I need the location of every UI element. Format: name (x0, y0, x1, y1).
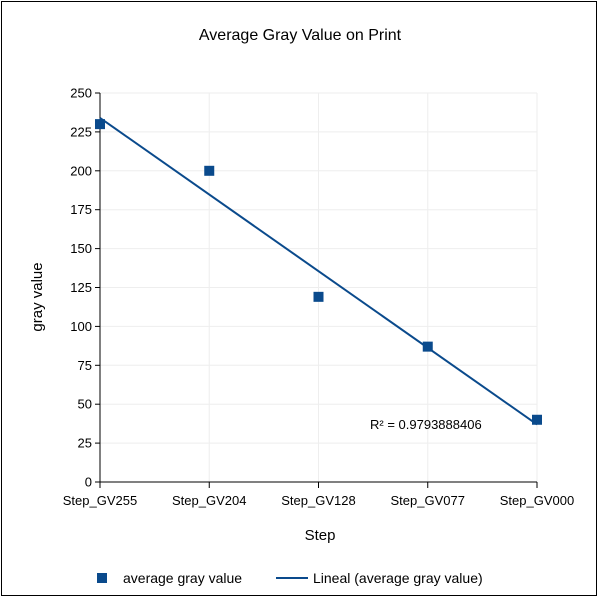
y-tick-label: 100 (70, 319, 92, 334)
legend: average gray value Lineal (average gray … (97, 570, 483, 586)
y-tick-label: 150 (70, 241, 92, 256)
y-tick-label: 175 (70, 202, 92, 217)
data-point (422, 341, 433, 352)
y-tick-label: 0 (85, 475, 92, 490)
x-tick-label: Step_GV077 (391, 493, 465, 508)
y-tick-label: 50 (78, 397, 92, 412)
y-tick-labels: 0 25 50 75 100 125 150 175 200 225 250 (70, 86, 100, 490)
data-markers (95, 119, 542, 425)
data-point (313, 291, 324, 302)
y-tick-label: 75 (78, 358, 92, 373)
y-axis-label: gray value (29, 262, 46, 331)
y-tick-label: 225 (70, 124, 92, 139)
legend-trendline-label: Lineal (average gray value) (313, 570, 483, 586)
x-tick-label: Step_GV204 (172, 493, 246, 508)
y-tick-label: 25 (78, 436, 92, 451)
y-tick-label: 200 (70, 163, 92, 178)
data-point (532, 414, 542, 425)
legend-series-label: average gray value (123, 570, 242, 586)
r2-label: R² = 0.9793888406 (370, 417, 482, 432)
legend-marker-square-icon (97, 573, 107, 583)
x-tick-label: Step_GV255 (63, 493, 137, 508)
y-tick-label: 250 (70, 86, 92, 101)
x-tick-label: Step_GV000 (500, 493, 574, 508)
data-point (204, 165, 215, 176)
chart-title: Average Gray Value on Print (199, 27, 402, 44)
trendline (99, 117, 538, 426)
y-tick-label: 125 (70, 280, 92, 295)
x-tick-labels: Step_GV255 Step_GV204 Step_GV128 Step_GV077… (63, 482, 574, 508)
data-point (95, 119, 105, 130)
x-axis-label: Step (305, 527, 336, 544)
x-tick-label: Step_GV128 (281, 493, 355, 508)
